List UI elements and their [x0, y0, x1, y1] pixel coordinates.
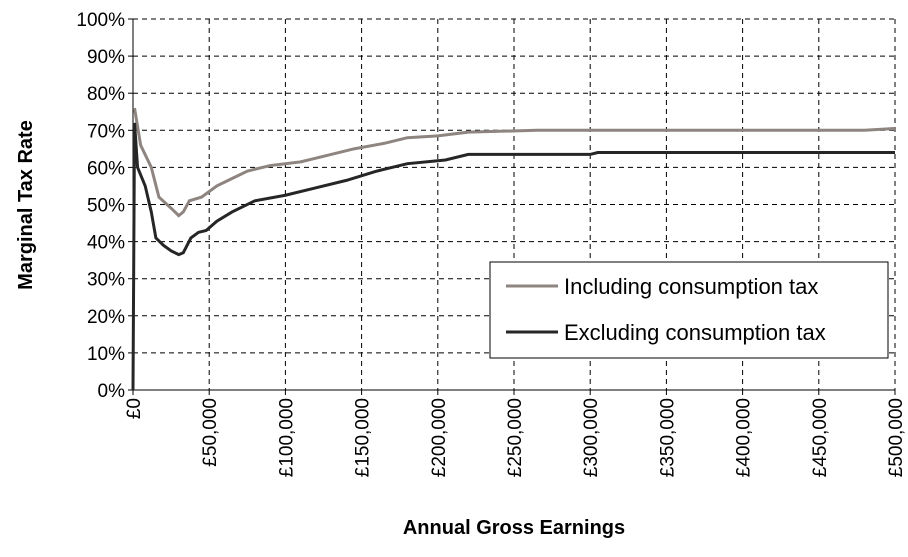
x-axis-title: Annual Gross Earnings — [403, 517, 625, 539]
legend-box — [489, 261, 889, 359]
y-tick-label: 50% — [87, 196, 125, 217]
x-tick-label: £500,000 — [886, 398, 907, 477]
y-tick-label: 70% — [87, 121, 125, 142]
x-tick-label: £0 — [124, 398, 145, 419]
y-tick-label: 80% — [87, 84, 125, 105]
y-tick-label: 100% — [76, 10, 125, 31]
x-tick-label: £400,000 — [734, 398, 755, 477]
x-tick-label: £150,000 — [353, 398, 374, 477]
x-tick-label: £250,000 — [505, 398, 526, 477]
y-axis-title: Marginal Tax Rate — [15, 120, 37, 290]
x-tick-label: £50,000 — [200, 398, 221, 467]
y-tick-label: 0% — [98, 381, 126, 402]
y-tick-label: 10% — [87, 344, 125, 365]
x-tick-label: £300,000 — [581, 398, 602, 477]
y-tick-label: 20% — [87, 307, 125, 328]
series-line — [133, 107, 896, 218]
y-tick-label: 60% — [87, 158, 125, 179]
x-tick-label: £200,000 — [429, 398, 450, 477]
x-tick-label: £450,000 — [810, 398, 831, 477]
x-tick-label: £350,000 — [657, 398, 678, 477]
legend-label: Including consumption tax — [564, 274, 818, 299]
legend-label: Excluding consumption tax — [564, 320, 826, 345]
y-tick-label: 90% — [87, 47, 125, 68]
x-tick-label: £100,000 — [276, 398, 297, 477]
series-line — [131, 122, 895, 391]
y-tick-label: 40% — [87, 233, 125, 254]
y-tick-label: 30% — [87, 270, 125, 291]
